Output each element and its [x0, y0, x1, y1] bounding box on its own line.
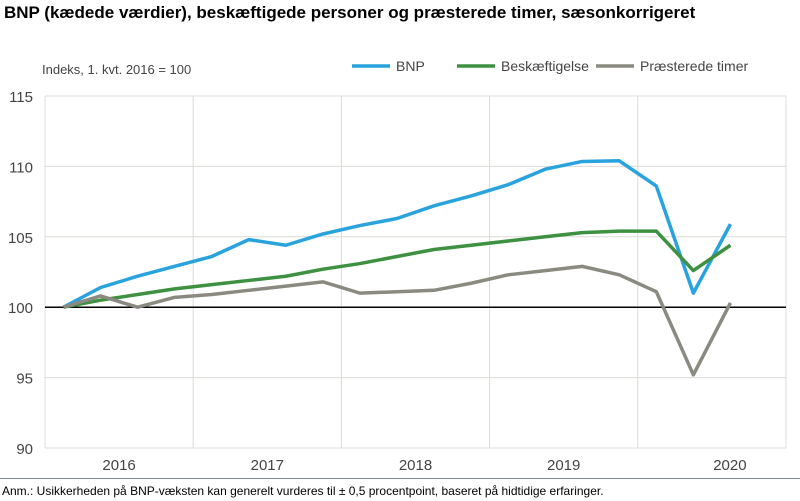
x-tick-label: 2017 [251, 457, 284, 474]
x-tick-label: 2019 [547, 457, 580, 474]
series-line-præsterede-timer [63, 264, 732, 377]
x-tick-label: 2018 [399, 457, 432, 474]
series-line-bnp [62, 159, 732, 309]
y-tick-label: 115 [9, 89, 33, 106]
legend-label: Præsterede timer [640, 58, 748, 74]
x-tick-label: 2016 [102, 457, 135, 474]
y-tick-label: 110 [9, 159, 33, 176]
legend-label: BNP [396, 58, 425, 74]
series-line-beskæftigelse [63, 229, 732, 309]
footnote: Anm.: Usikkerheden på BNP-væksten kan ge… [2, 484, 604, 498]
y-tick-label: 105 [8, 230, 33, 247]
y-tick-label: 100 [8, 300, 33, 317]
legend-label: Beskæftigelse [501, 58, 589, 74]
chart-title: BNP (kædede værdier), beskæftigede perso… [4, 3, 696, 22]
y-tick-label: 95 [16, 371, 33, 388]
x-tick-label: 2020 [713, 457, 746, 474]
y-tick-label: 90 [16, 441, 33, 458]
y-axis-label: Indeks, 1. kvt. 2016 = 100 [42, 62, 192, 77]
divider [0, 478, 800, 479]
